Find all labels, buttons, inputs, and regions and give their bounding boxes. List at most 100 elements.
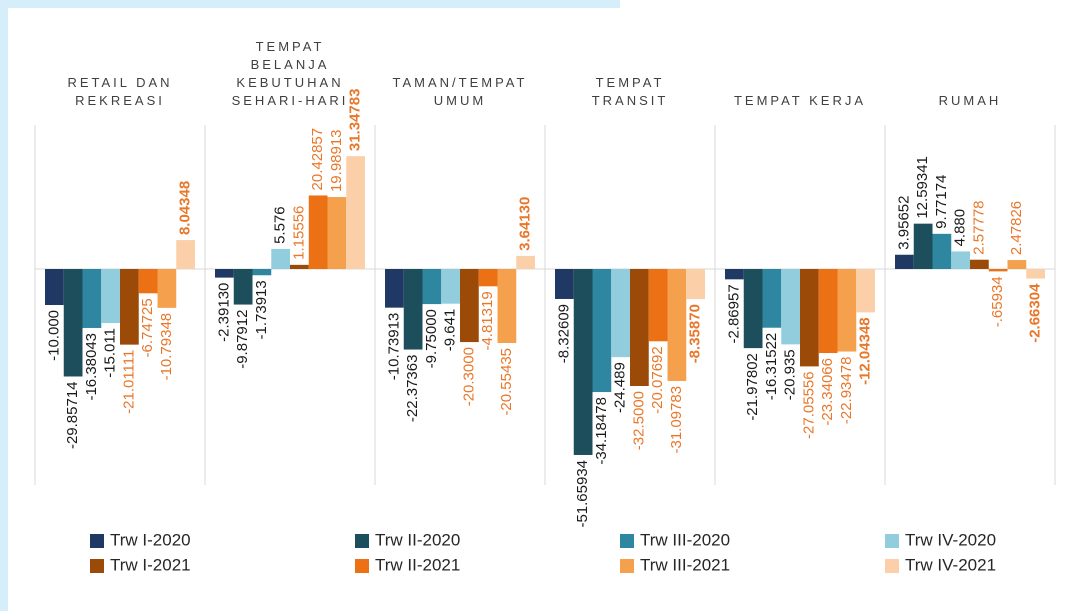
value-label: 5.576 — [272, 206, 289, 244]
value-label: 31.34783 — [347, 89, 364, 152]
category-label: TAMAN/TEMPAT UMUM — [392, 75, 528, 108]
value-label: -10.000 — [45, 310, 62, 361]
value-label: -22.93478 — [838, 357, 855, 425]
bar — [743, 269, 763, 349]
value-label: -21.01111 — [120, 350, 137, 414]
value-label: -22.37363 — [404, 355, 421, 423]
bar — [781, 269, 800, 345]
value-label: -20.3000 — [460, 347, 477, 406]
bar — [1026, 269, 1045, 279]
bar — [215, 269, 234, 278]
value-label: -32.5000 — [630, 391, 647, 450]
legend-swatch — [90, 534, 104, 548]
value-label: -31.09783 — [668, 386, 685, 454]
value-label: -8.35870 — [687, 304, 704, 363]
category-label: RETAIL DAN REKREASI — [67, 75, 173, 108]
legend-label: Trw III-2020 — [640, 530, 730, 549]
value-label: 2.57778 — [970, 200, 987, 254]
legend-swatch — [355, 534, 369, 548]
legend-label: Trw II-2020 — [375, 530, 460, 549]
bar — [138, 269, 158, 294]
bar — [970, 259, 989, 269]
category-label: RUMAH — [938, 93, 1002, 108]
bar — [327, 197, 347, 269]
bar — [120, 269, 139, 345]
bar — [895, 254, 914, 269]
value-label: -10.73913 — [385, 313, 402, 381]
value-label: -4.81319 — [479, 291, 496, 350]
bar — [403, 269, 423, 350]
bar — [800, 269, 819, 367]
bar — [176, 240, 195, 269]
value-label: -9.87912 — [234, 310, 251, 369]
value-label: -34.18478 — [593, 397, 610, 465]
bar — [101, 269, 120, 324]
value-label: -6.74725 — [139, 298, 156, 357]
bar — [346, 156, 365, 269]
value-label: -2.66304 — [1027, 283, 1044, 343]
value-label: -9.75000 — [423, 309, 440, 368]
value-label: -1.73913 — [253, 280, 270, 339]
value-label: -2.86957 — [725, 284, 742, 343]
bar — [762, 269, 782, 328]
bar — [63, 269, 83, 377]
bar — [686, 269, 705, 300]
value-label: 9.77174 — [933, 175, 950, 229]
value-label: -8.32609 — [555, 304, 572, 363]
frame-left — [0, 0, 8, 611]
bar — [856, 269, 875, 313]
bar — [648, 269, 668, 342]
value-label: -16.31522 — [763, 333, 780, 401]
value-label: -20.935 — [782, 349, 799, 400]
bar — [913, 223, 933, 269]
bar — [667, 269, 687, 381]
value-label: 12.59341 — [914, 156, 931, 219]
value-label: 20.42857 — [309, 128, 326, 191]
bar — [290, 264, 309, 269]
legend-swatch — [620, 559, 634, 573]
value-label: -9.641 — [442, 309, 459, 352]
value-label: -24.489 — [612, 362, 629, 413]
value-label: -15.011 — [102, 328, 119, 378]
bar — [422, 269, 442, 305]
bar — [233, 269, 253, 305]
value-label: -20.07692 — [649, 346, 666, 414]
bar — [837, 269, 857, 352]
bar — [308, 195, 328, 269]
bar — [252, 269, 272, 276]
legend-label: Trw IV-2020 — [905, 530, 996, 549]
value-label: -29.85714 — [64, 381, 81, 449]
bar — [725, 269, 744, 280]
bar — [271, 248, 290, 269]
legend-label: Trw I-2021 — [110, 555, 191, 574]
value-label: 3.64130 — [517, 197, 534, 251]
bar — [441, 269, 460, 304]
value-label: -20.55435 — [498, 348, 515, 416]
legend-swatch — [885, 559, 899, 573]
value-label: -.65934 — [989, 276, 1006, 327]
frame-top — [0, 0, 620, 8]
category-label: TEMPAT BELANJA KEBUTUHAN SEHARI-HARI — [231, 39, 349, 108]
bar — [460, 269, 479, 343]
value-label: -12.04348 — [857, 317, 874, 385]
bar — [932, 233, 952, 269]
bar — [951, 251, 970, 269]
category-label: TEMPAT TRANSIT — [591, 75, 669, 108]
legend-label: Trw III-2021 — [640, 555, 730, 574]
bar — [82, 269, 102, 328]
value-label: -10.79348 — [158, 313, 175, 381]
legend-swatch — [620, 534, 634, 548]
bar — [516, 255, 535, 269]
value-label: 2.47826 — [1008, 201, 1025, 255]
value-label: 19.98913 — [328, 129, 345, 192]
bar — [497, 269, 517, 343]
bar — [45, 269, 64, 305]
bar — [611, 269, 630, 358]
bar — [988, 269, 1008, 272]
bar — [555, 269, 574, 299]
legend-label: Trw IV-2021 — [905, 555, 996, 574]
bar — [592, 269, 612, 393]
bar — [1007, 260, 1027, 269]
